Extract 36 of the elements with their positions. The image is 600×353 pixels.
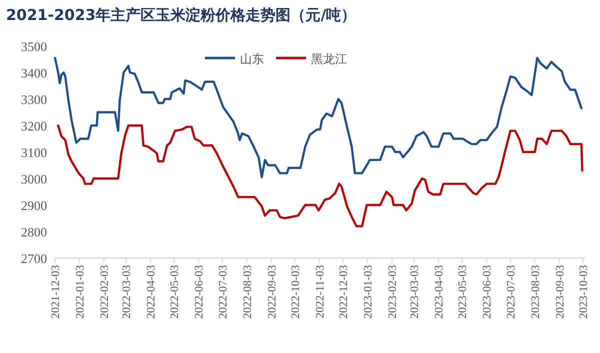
x-tick-label: 2022-06-03 xyxy=(194,264,206,319)
x-tick-label: 2022-02-03 xyxy=(98,264,111,319)
x-tick-label: 2023-07-03 xyxy=(505,264,518,319)
y-tick-label: 2800 xyxy=(21,224,47,240)
y-tick-label: 3500 xyxy=(21,39,47,54)
x-tick-label: 2022-04-03 xyxy=(146,264,158,319)
x-tick-label: 2022-10-03 xyxy=(290,264,302,319)
x-tick-label: 2023-01-03 xyxy=(362,264,375,319)
x-tick-label: 2022-01-03 xyxy=(74,264,86,319)
x-tick-label: 2023-06-03 xyxy=(482,264,494,319)
x-tick-label: 2022-12-03 xyxy=(338,264,350,319)
x-tick-label: 2023-10-03 xyxy=(578,264,590,319)
y-tick-label: 3200 xyxy=(21,118,47,134)
y-tick-label: 3400 xyxy=(21,66,47,80)
y-tick-label: 2900 xyxy=(21,198,47,213)
x-tick-label: 2022-05-03 xyxy=(169,264,182,319)
x-tick-label: 2022-08-03 xyxy=(242,264,254,319)
x-tick-label: 2022-03-03 xyxy=(121,264,134,319)
y-tick-label: 3100 xyxy=(21,145,47,160)
x-tick-label: 2022-09-03 xyxy=(266,264,278,319)
x-tick-label: 2022-07-03 xyxy=(217,264,230,319)
chart-title: 2021-2023年主产区玉米淀粉价格走势图（元/吨） xyxy=(6,6,356,24)
y-tick-label: 3000 xyxy=(21,172,47,186)
x-tick-label: 2023-04-03 xyxy=(434,264,446,319)
x-tick-label: 2021-12-03 xyxy=(50,264,62,319)
x-tick-label: 2023-02-03 xyxy=(387,264,400,319)
legend-label: 黑龙江 xyxy=(311,52,347,66)
x-tick-label: 2023-08-03 xyxy=(530,264,542,319)
y-tick-label: 2700 xyxy=(21,251,47,266)
x-tick-label: 2023-09-03 xyxy=(554,264,566,319)
x-tick-label: 2023-05-03 xyxy=(457,264,470,319)
line-series xyxy=(57,124,584,228)
x-tick-label: 2023-03-03 xyxy=(409,264,422,319)
legend-label: 山东 xyxy=(240,52,264,66)
x-tick-label: 2022-11-03 xyxy=(314,264,326,318)
y-tick-label: 3300 xyxy=(21,92,47,107)
